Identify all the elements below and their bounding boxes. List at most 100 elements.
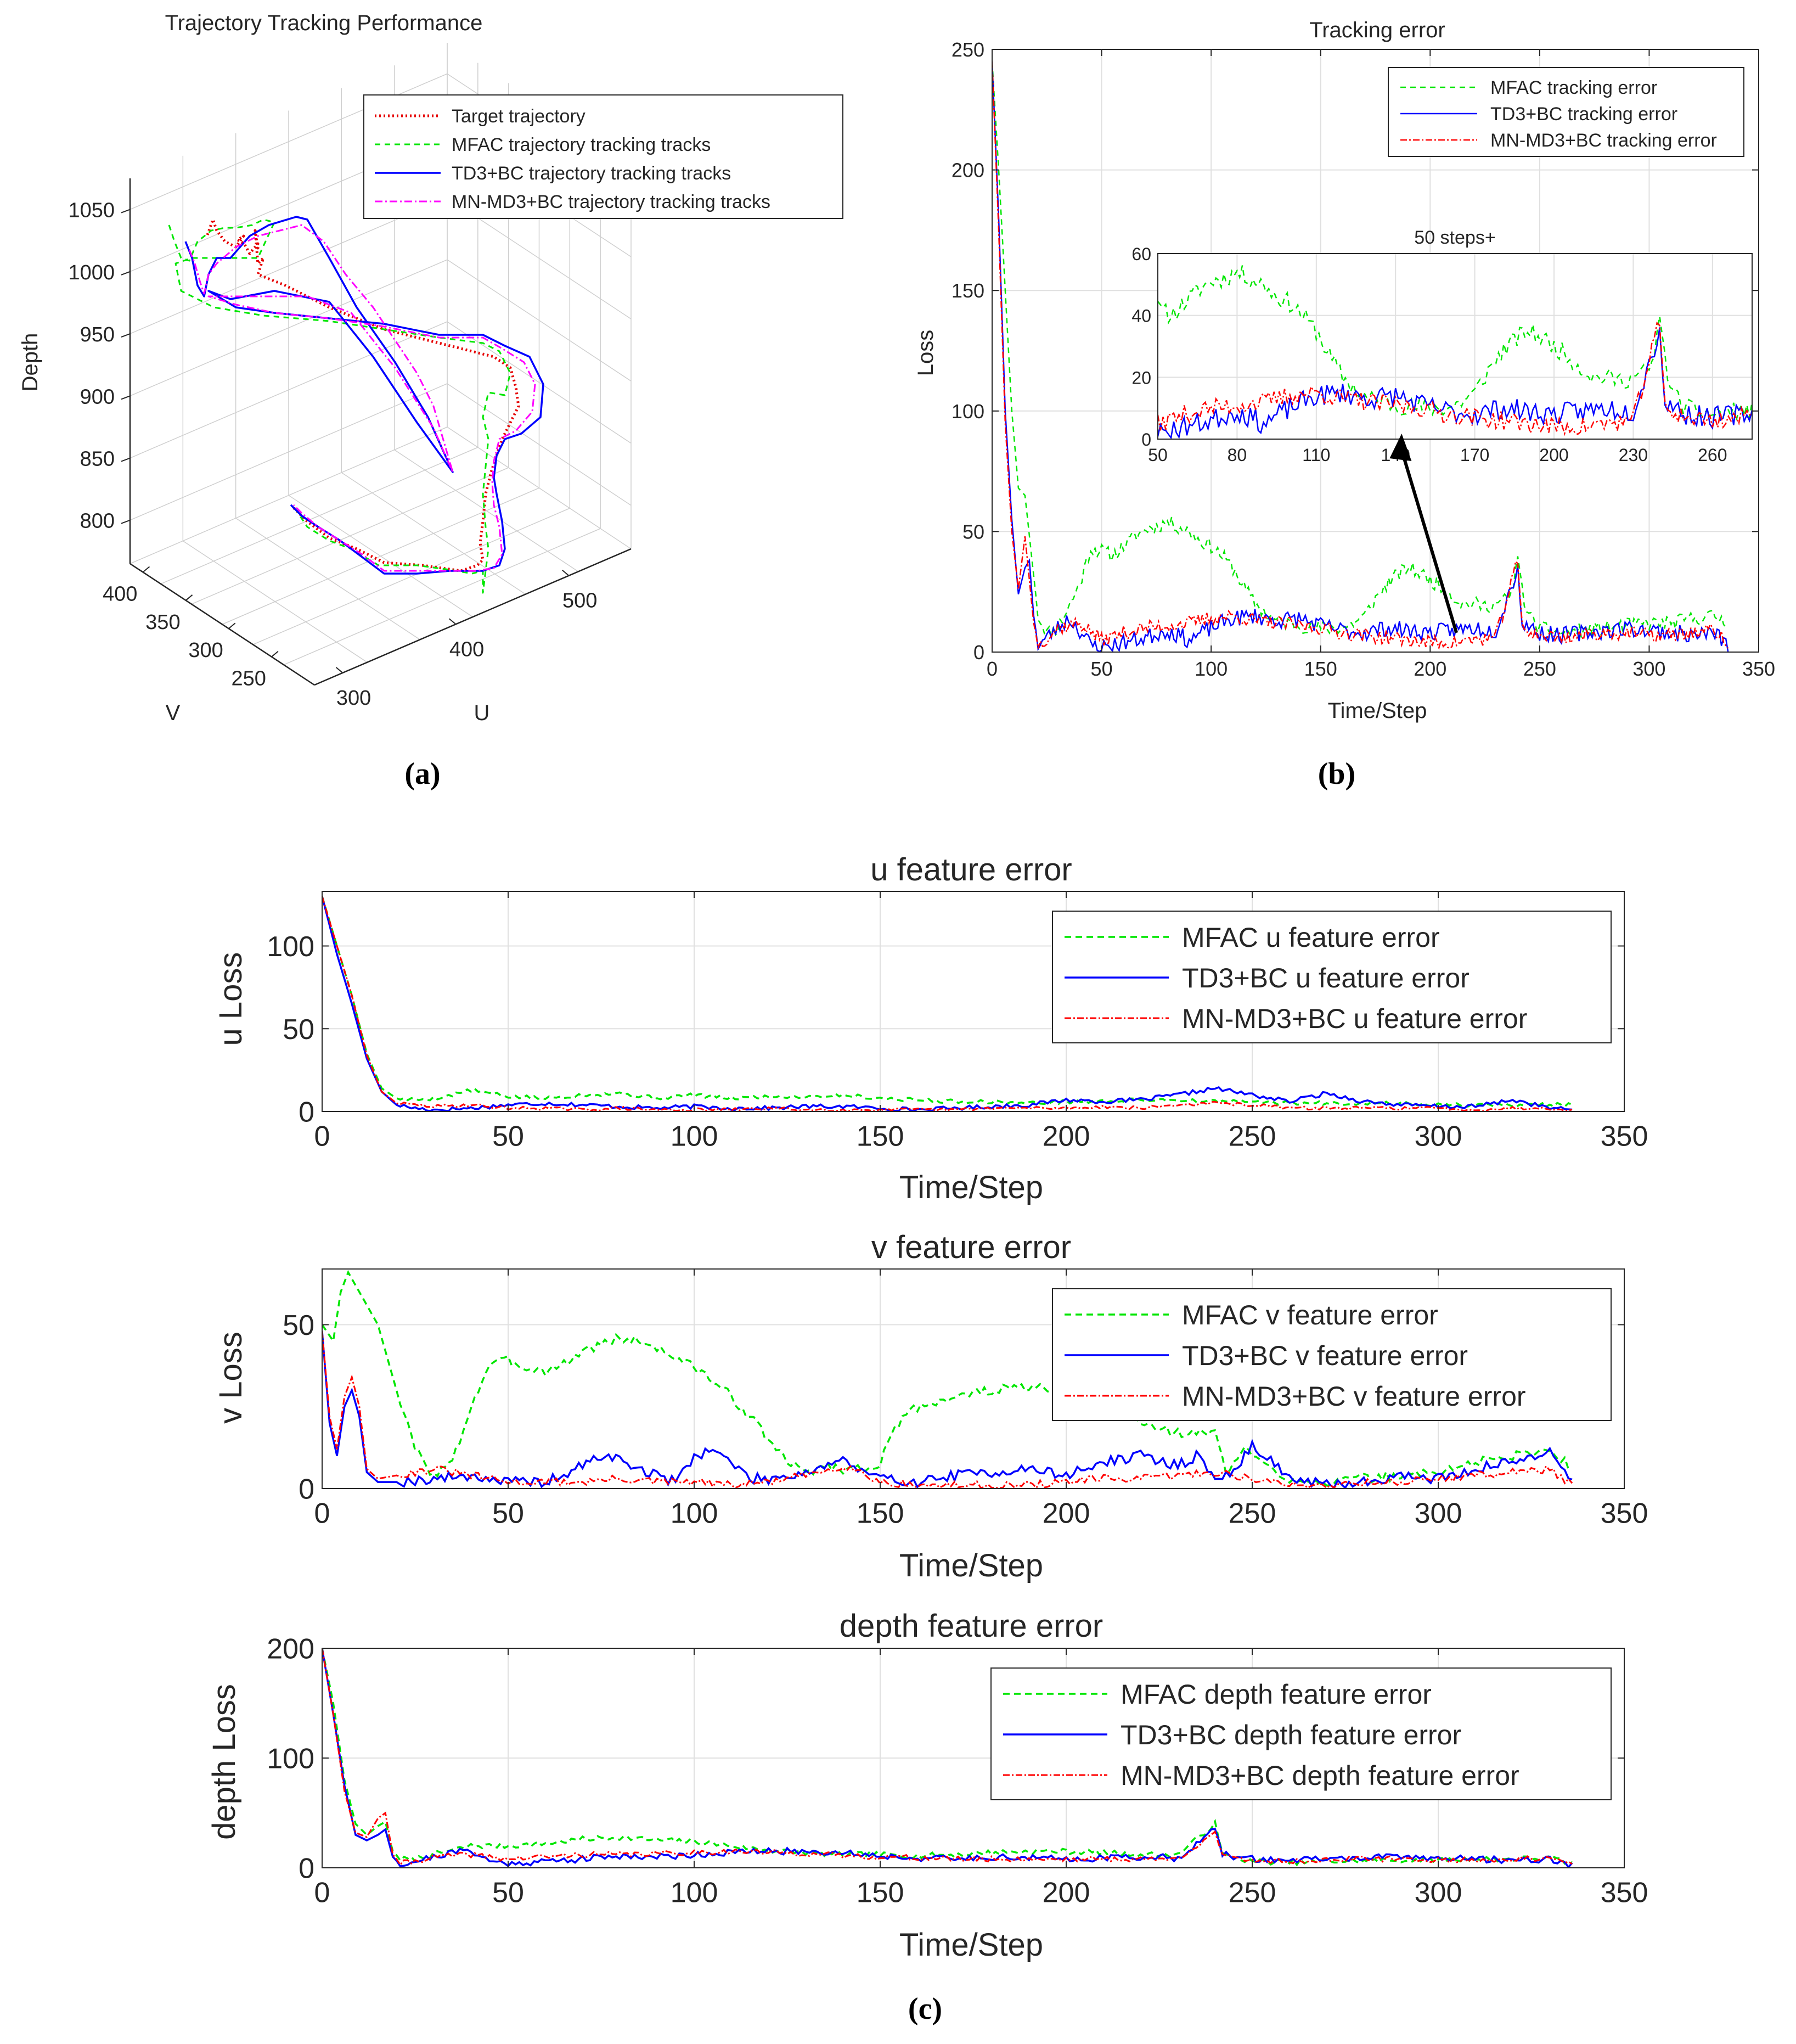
x-tick-label: 250 bbox=[1229, 1877, 1276, 1908]
chart-a-title: Trajectory Tracking Performance bbox=[165, 11, 483, 35]
z-tick bbox=[121, 457, 131, 462]
x-tick-label: 200 bbox=[1414, 658, 1446, 680]
y-tick-label: 250 bbox=[952, 38, 984, 61]
x-tick-label: 300 bbox=[1632, 658, 1665, 680]
v-tick-label: 250 bbox=[231, 667, 266, 690]
y-tick-label: 50 bbox=[962, 520, 984, 543]
axis-u bbox=[314, 548, 632, 686]
series-path-target-trajectory bbox=[206, 218, 520, 572]
chart-a-ulabel: U bbox=[474, 701, 490, 725]
chart-c2-axes: 0 50 100 150 200 250 300 350 0 50 MFAC v feature e… bbox=[283, 1268, 1648, 1529]
inset-y-tick-label: 40 bbox=[1131, 306, 1151, 326]
y-tick-label: 0 bbox=[299, 1097, 314, 1128]
y-tick-label: 0 bbox=[299, 1853, 314, 1885]
u-tick bbox=[335, 667, 344, 673]
u-tick bbox=[562, 569, 570, 576]
x-tick-label: 350 bbox=[1742, 658, 1775, 680]
y-tick-label: 100 bbox=[952, 400, 984, 423]
grid-wall-h bbox=[130, 197, 448, 334]
grid-wall-h bbox=[130, 259, 448, 396]
chart-a-legend: Target trajectory MFAC trajectory trackin… bbox=[363, 94, 843, 219]
legend-entry: TD3+BC u feature error bbox=[1182, 963, 1470, 993]
y-tick-label: 0 bbox=[299, 1474, 314, 1506]
x-tick-label: 150 bbox=[857, 1497, 904, 1529]
z-tick bbox=[121, 209, 131, 214]
axes-frame bbox=[992, 49, 1759, 653]
x-tick-label: 300 bbox=[1415, 1497, 1462, 1529]
series-group bbox=[992, 61, 1729, 652]
panel-label-a: (a) bbox=[404, 757, 440, 791]
series-line-mn-md3-bc bbox=[322, 1331, 1573, 1489]
zoom-arrow-head bbox=[1389, 434, 1412, 461]
chart-a-zlabel: Depth bbox=[18, 333, 42, 392]
axes-frame bbox=[322, 891, 1625, 1112]
zoom-arrow bbox=[1400, 450, 1459, 633]
series-group bbox=[322, 896, 1573, 1111]
grid-floor-b bbox=[252, 508, 570, 645]
z-tick bbox=[121, 271, 131, 276]
u-tick-label: 300 bbox=[336, 687, 371, 710]
inset-x-tick-label: 230 bbox=[1619, 445, 1648, 465]
x-tick-label: 100 bbox=[671, 1497, 718, 1529]
chart-a-series bbox=[168, 216, 544, 594]
depth-feature-error-chart: depth feature error 0 50 100 150 200 250 300 35… bbox=[206, 1608, 1648, 2026]
chart-c1-axes: 0 50 100 150 200 250 300 350 0 50 100 MFAC u featur… bbox=[267, 891, 1648, 1152]
legend-entry: MN-MD3+BC trajectory tracking tracks bbox=[452, 192, 770, 212]
grid-wall-h bbox=[447, 259, 632, 381]
y-tick-label: 100 bbox=[267, 1743, 314, 1775]
chart-b-ylabel: Loss bbox=[914, 330, 938, 377]
chart-c2-xlabel: Time/Step bbox=[899, 1548, 1043, 1583]
v-tick-label: 350 bbox=[145, 611, 180, 634]
x-tick-label: 300 bbox=[1415, 1877, 1462, 1908]
inset-x-tick-label: 170 bbox=[1460, 445, 1489, 465]
chart-c3-ylabel: depth Loss bbox=[206, 1684, 242, 1840]
x-tick-label: 350 bbox=[1601, 1120, 1648, 1152]
y-tick-label: 100 bbox=[267, 931, 314, 963]
chart-c3-title: depth feature error bbox=[840, 1608, 1103, 1644]
chart-b-axes: 0 50 100 150 200 250 300 350050100150200250MFAC… bbox=[952, 38, 1775, 680]
chart-c1-xlabel: Time/Step bbox=[899, 1170, 1043, 1205]
inset-frame bbox=[1157, 253, 1753, 440]
chart-c2-ylabel: v Loss bbox=[213, 1332, 249, 1424]
z-tick bbox=[121, 333, 131, 338]
inset-line-mfac bbox=[1158, 265, 1752, 421]
y-tick-label: 50 bbox=[283, 1310, 314, 1341]
legend-entry: MFAC depth feature error bbox=[1121, 1679, 1432, 1710]
z-tick bbox=[121, 395, 131, 400]
trajectory-3d-chart: Trajectory Tracking Performance 800 850 90… bbox=[18, 11, 843, 791]
inset-x-tick-label: 110 bbox=[1302, 445, 1330, 465]
series-line-mn-md3-bc bbox=[322, 1648, 1573, 1867]
inset-line-td3-bc bbox=[1158, 327, 1752, 439]
legend-entry: MFAC tracking error bbox=[1490, 77, 1657, 98]
x-tick-label: 200 bbox=[1043, 1120, 1090, 1152]
grid-floor-a bbox=[394, 449, 579, 572]
z-tick-label: 1000 bbox=[68, 261, 115, 284]
series-line-td3-bc bbox=[322, 896, 1573, 1111]
x-tick-label: 50 bbox=[492, 1877, 524, 1908]
v-tick-label: 300 bbox=[188, 639, 223, 662]
series-line-mn-md3-bc bbox=[992, 61, 1729, 650]
inset-area bbox=[1158, 254, 1752, 439]
y-tick-label: 200 bbox=[267, 1633, 314, 1665]
z-tick-label: 850 bbox=[80, 448, 115, 471]
tracking-error-chart: Tracking error 0 50 100 150 200 250 300 3500501… bbox=[914, 18, 1775, 791]
x-tick-label: 150 bbox=[857, 1120, 904, 1152]
chart-c1-ylabel: u Loss bbox=[213, 952, 249, 1046]
inset-x-tick-label: 260 bbox=[1698, 445, 1727, 465]
x-tick-label: 150 bbox=[857, 1877, 904, 1908]
grid-wall-h bbox=[447, 383, 632, 506]
panel-label-b: (b) bbox=[1318, 757, 1355, 791]
v-tick bbox=[271, 650, 279, 658]
y-tick-label: 200 bbox=[952, 159, 984, 182]
v-tick bbox=[185, 594, 193, 601]
inset-x-tick-label: 50 bbox=[1148, 445, 1168, 465]
z-tick bbox=[121, 519, 131, 524]
legend-box bbox=[1388, 67, 1744, 157]
x-tick-label: 0 bbox=[314, 1877, 330, 1908]
x-tick-label: 200 bbox=[1043, 1497, 1090, 1529]
grid-wall-h bbox=[447, 321, 632, 444]
inset-title: 50 steps+ bbox=[1414, 227, 1495, 248]
x-tick-label: 0 bbox=[314, 1497, 330, 1529]
x-tick-label: 100 bbox=[671, 1877, 718, 1908]
